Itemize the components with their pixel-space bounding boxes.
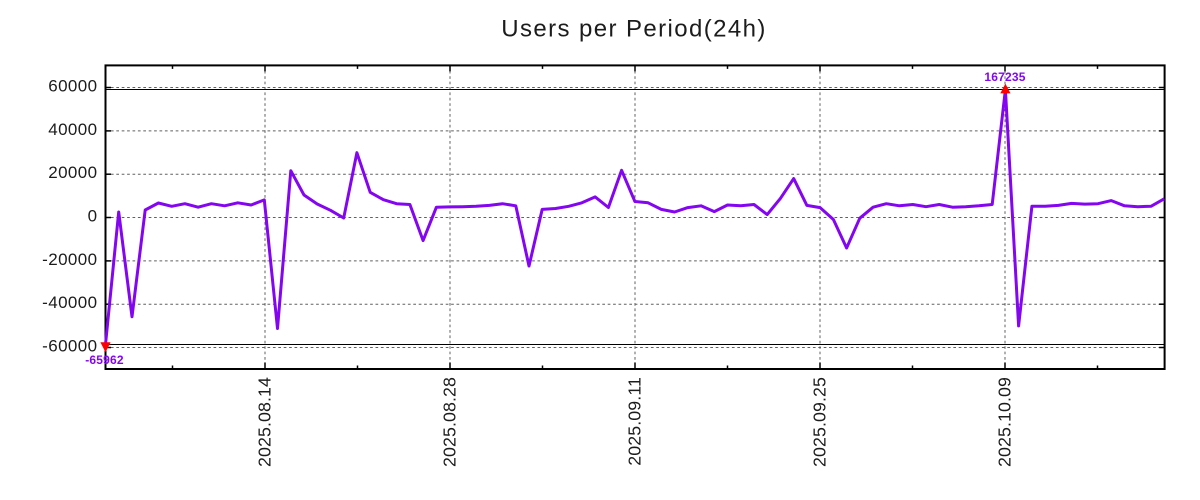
svg-text:2025.09.25: 2025.09.25 — [810, 377, 830, 467]
svg-text:40000: 40000 — [48, 120, 97, 139]
svg-text:20000: 20000 — [48, 163, 97, 182]
svg-text:60000: 60000 — [48, 77, 97, 96]
svg-text:-20000: -20000 — [42, 250, 97, 269]
svg-text:2025.08.28: 2025.08.28 — [440, 377, 460, 467]
svg-text:2025.08.14: 2025.08.14 — [255, 377, 275, 467]
svg-text:0: 0 — [88, 207, 98, 226]
svg-text:2025.10.09: 2025.10.09 — [995, 377, 1015, 467]
svg-text:167235: 167235 — [984, 70, 1025, 84]
svg-text:-40000: -40000 — [42, 293, 97, 312]
svg-text:Users per Period(24h): Users per Period(24h) — [501, 16, 767, 43]
svg-text:-60000: -60000 — [42, 337, 97, 356]
svg-text:-65962: -65962 — [85, 353, 124, 367]
svg-text:2025.09.11: 2025.09.11 — [625, 377, 645, 466]
